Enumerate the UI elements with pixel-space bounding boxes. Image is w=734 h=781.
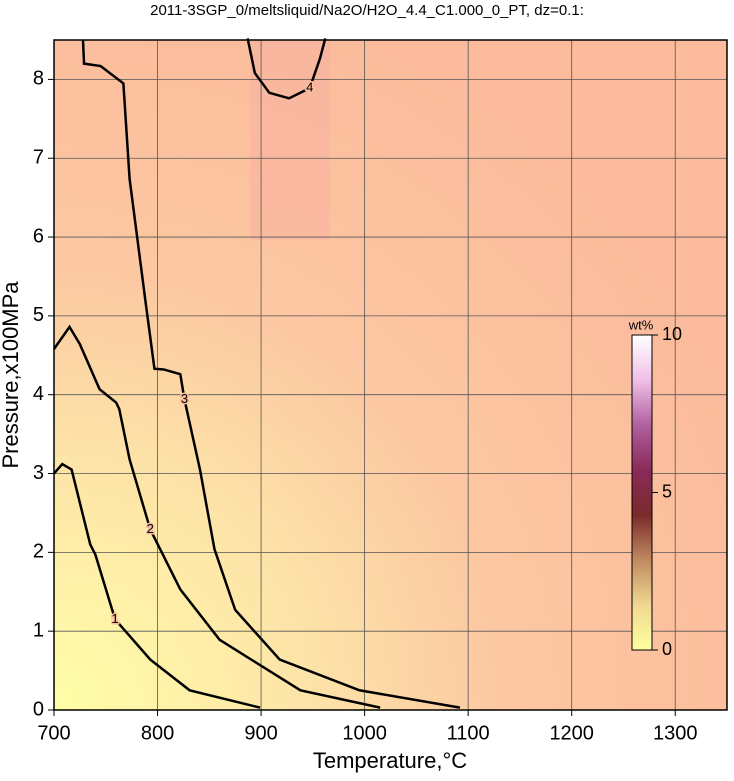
y-tick-label: 1 [33,619,44,641]
plot-frame [53,39,728,711]
y-tick-label: 0 [33,698,44,720]
y-axis-label: Pressure,x100MPa [0,281,23,469]
colorbar-tick-label: 10 [662,324,682,344]
colorbar-tick-label: 0 [662,639,672,659]
y-tick-label: 3 [33,462,44,484]
field [54,40,727,710]
x-tick-label: 1300 [653,722,698,744]
contour-label: 1 [111,611,118,626]
contour-label: 3 [181,391,188,406]
x-tick-label: 700 [37,722,70,744]
x-tick-label: 1200 [549,722,594,744]
y-tick-label: 5 [33,304,44,326]
y-tick-label: 2 [33,541,44,563]
x-tick-label: 1000 [342,722,387,744]
contour-line [52,324,381,709]
x-tick-label: 900 [244,722,277,744]
y-tick-label: 8 [33,68,44,90]
colorbar [631,334,653,651]
y-tick-label: 6 [33,225,44,247]
contour-line [53,462,261,709]
contour-label: 2 [147,521,154,536]
y-tick-label: 7 [33,147,44,169]
y-tick-label: 4 [33,383,44,405]
contour-line [246,38,327,100]
x-tick-label: 1100 [447,722,490,744]
colorbar-tick-label: 5 [662,481,672,501]
colorbar-label: wt% [628,317,654,332]
x-tick-label: 800 [141,722,174,744]
contour-line [81,39,461,709]
contour-label: 4 [306,80,313,95]
x-axis-label: Temperature,°C [313,748,467,773]
field-high [250,40,330,240]
chart-title: 2011-3SGP_0/meltsliquid/Na2O/H2O_4.4_C1.… [150,2,584,19]
